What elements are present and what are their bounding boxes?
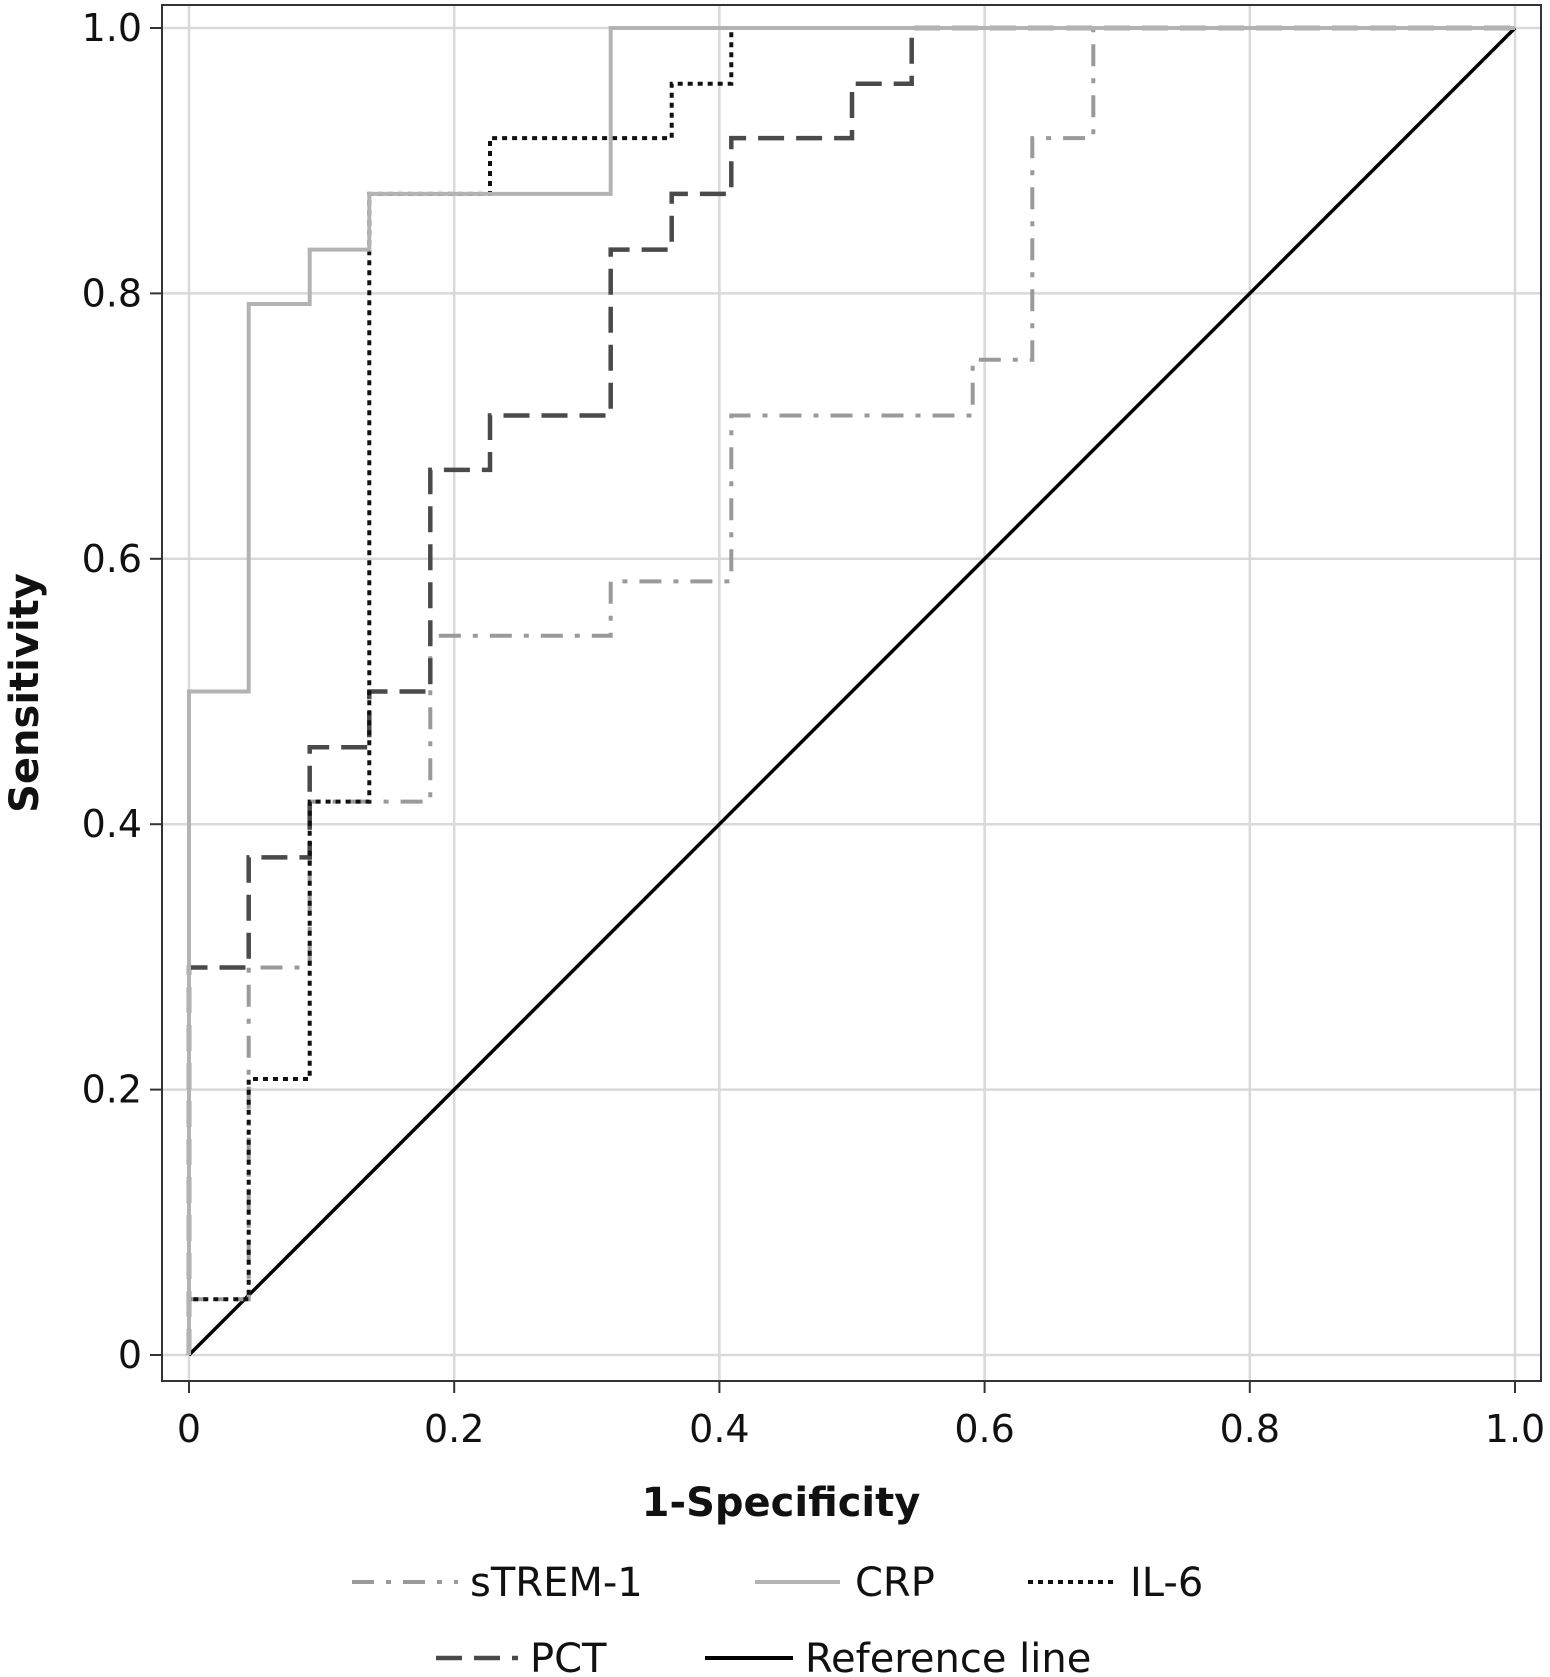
y-tick-label: 0.4 xyxy=(82,802,142,846)
x-tick-label: 0 xyxy=(177,1407,201,1451)
y-tick-label: 1.0 xyxy=(82,6,142,50)
grid xyxy=(162,5,1541,1381)
legend-label-strem1: sTREM-1 xyxy=(470,1560,643,1606)
x-tick-label: 1.0 xyxy=(1485,1407,1545,1451)
series-line-crp xyxy=(187,26,1515,1355)
legend-item-reference: Reference line xyxy=(705,1636,1091,1677)
legend: sTREM-1 CRP IL-6 PCT Reference line xyxy=(352,1560,1203,1677)
series-lines xyxy=(186,25,1517,1357)
legend-label-il6: IL-6 xyxy=(1130,1560,1203,1606)
legend-item-crp: CRP xyxy=(755,1560,935,1606)
x-tick-label: 0.6 xyxy=(954,1407,1014,1451)
x-tick-label: 0.2 xyxy=(424,1407,484,1451)
x-axis-title: 1-Specificity xyxy=(642,1480,921,1526)
legend-item-il6: IL-6 xyxy=(1028,1560,1203,1606)
y-tick-label: 0 xyxy=(118,1333,142,1377)
y-tick-label: 0.8 xyxy=(82,271,142,315)
series-line-pct xyxy=(186,25,1515,1355)
legend-label-crp: CRP xyxy=(855,1560,935,1606)
series-line-reference xyxy=(187,26,1517,1357)
axis-ticks: 0 0.2 0.4 0.6 0.8 1.0 0 0.2 0.4 0.6 0.8 1.0 xyxy=(82,6,1546,1451)
y-axis-title: Sensitivity xyxy=(2,573,48,813)
legend-item-strem1: sTREM-1 xyxy=(352,1560,643,1606)
y-tick-label: 0.6 xyxy=(82,537,142,581)
series-line-strem1 xyxy=(187,26,1515,1355)
legend-label-pct: PCT xyxy=(530,1636,607,1677)
legend-item-pct: PCT xyxy=(436,1636,607,1677)
plot-frame xyxy=(161,4,1542,1382)
x-tick-label: 0.4 xyxy=(689,1407,749,1451)
legend-label-reference: Reference line xyxy=(805,1636,1091,1677)
x-tick-label: 0.8 xyxy=(1220,1407,1280,1451)
y-tick-label: 0.2 xyxy=(82,1068,142,1112)
